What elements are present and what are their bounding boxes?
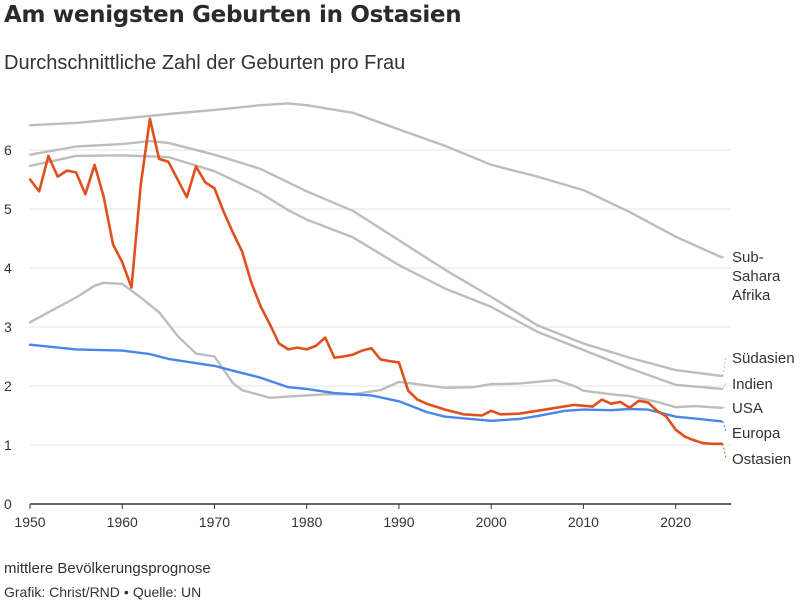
leader-indien xyxy=(722,382,727,390)
x-tick-label-2010: 2010 xyxy=(568,514,599,530)
chart-title: Am wenigsten Geburten in Ostasien xyxy=(4,2,462,28)
x-tick-label-2020: 2020 xyxy=(660,514,691,530)
series-label-sub-saharaafrika: Sub- xyxy=(732,249,764,266)
y-tick-label-2: 2 xyxy=(4,378,12,394)
credit-line: Grafik: Christ/RND • Quelle: UN xyxy=(4,584,201,600)
x-tick-label-1960: 1960 xyxy=(107,514,138,530)
series-line-indien xyxy=(28,154,723,391)
leader-ostasien xyxy=(722,443,727,459)
x-tick-label-2000: 2000 xyxy=(476,514,507,530)
series-label-sub-saharaafrika: Afrika xyxy=(732,287,771,304)
series-label-europa: Europa xyxy=(732,425,781,442)
chart-subtitle: Durchschnittliche Zahl der Geburten pro … xyxy=(4,52,406,74)
x-axis: 1950 1960 1970 1980 1990 2000 2010 2020 xyxy=(14,503,731,530)
series-label-usa: USA xyxy=(732,400,763,417)
y-tick-label-4: 4 xyxy=(4,260,12,276)
series-label-sub-saharaafrika: Sahara xyxy=(732,268,781,285)
x-tick-label-1990: 1990 xyxy=(383,514,414,530)
y-tick-label-5: 5 xyxy=(4,201,12,217)
series-lines xyxy=(28,102,724,446)
x-tick-label-1950: 1950 xyxy=(14,514,45,530)
series-label-ostasien: Ostasien xyxy=(732,451,791,468)
graphic-credit: Grafik: Christ/RND xyxy=(4,584,120,600)
series-line-usa xyxy=(28,281,723,409)
credit-separator: • xyxy=(123,584,129,600)
series-line-europa xyxy=(28,343,723,423)
x-tick-label-1970: 1970 xyxy=(199,514,230,530)
series-labels: Sub- Sahara Afrika Südasien Indien USA Europa O… xyxy=(722,249,795,468)
leader-s-dasien xyxy=(722,356,727,377)
series-line-s-dasien xyxy=(28,139,723,378)
projection-note: mittlere Bevölkerungsprognose xyxy=(4,560,211,577)
leader-europa xyxy=(722,421,727,433)
series-label-s-dasien: Südasien xyxy=(732,350,795,367)
y-tick-label-1: 1 xyxy=(4,437,12,453)
y-axis: 0 1 2 3 4 5 6 xyxy=(4,142,12,512)
series-label-indien: Indien xyxy=(732,376,773,393)
series-line-sub-saharaafrika xyxy=(28,102,723,259)
gridlines xyxy=(30,149,731,446)
leader-sub-saharaafrika xyxy=(722,254,727,258)
y-tick-label-0: 0 xyxy=(4,496,12,512)
y-tick-label-6: 6 xyxy=(4,142,12,158)
x-tick-label-1980: 1980 xyxy=(291,514,322,530)
source-credit: Quelle: UN xyxy=(132,584,202,600)
series-line-ostasien xyxy=(28,117,724,446)
y-tick-label-3: 3 xyxy=(4,319,12,335)
leader-usa xyxy=(722,406,727,409)
